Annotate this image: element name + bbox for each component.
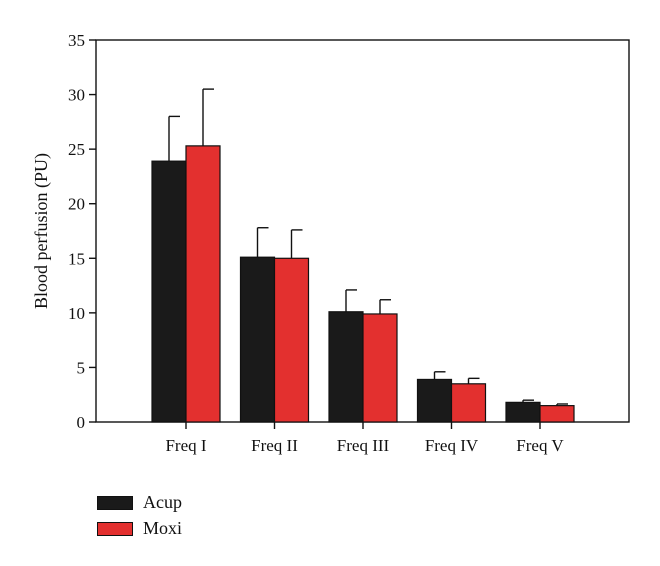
bar-acup: [505, 401, 541, 423]
bar-acup: [151, 160, 187, 423]
bar-moxi: [362, 313, 398, 423]
legend-item-moxi: Moxi: [97, 516, 182, 541]
bar-acup: [416, 378, 453, 423]
legend-label-moxi: Moxi: [143, 518, 183, 538]
y-tick-label: 30: [68, 86, 85, 105]
bar-moxi: [539, 405, 575, 423]
y-tick-label: 35: [68, 31, 85, 50]
y-tick-label: 0: [77, 413, 86, 432]
legend-swatch-acup: [97, 495, 133, 510]
bar-acup: [239, 256, 276, 423]
legend-swatch-moxi: [97, 521, 133, 536]
legend: Acup Moxi: [97, 490, 182, 542]
x-tick-label: Freq I: [165, 436, 206, 455]
legend-item-acup: Acup: [97, 490, 182, 515]
bar-moxi: [450, 383, 487, 423]
x-tick-label: Freq IV: [425, 436, 479, 455]
x-tick-label: Freq II: [251, 436, 298, 455]
bar-acup: [328, 311, 364, 423]
y-axis-title: Blood perfusion (PU): [31, 153, 52, 309]
x-tick-label: Freq III: [337, 436, 390, 455]
y-tick-label: 15: [68, 249, 85, 268]
legend-label-acup: Acup: [143, 492, 182, 512]
y-tick-label: 25: [68, 140, 85, 159]
x-tick-label: Freq V: [516, 436, 564, 455]
y-tick-label: 10: [68, 304, 85, 323]
y-tick-label: 5: [77, 358, 86, 377]
bar-moxi: [273, 257, 310, 423]
bar-moxi: [185, 145, 221, 423]
y-tick-label: 20: [68, 195, 85, 214]
